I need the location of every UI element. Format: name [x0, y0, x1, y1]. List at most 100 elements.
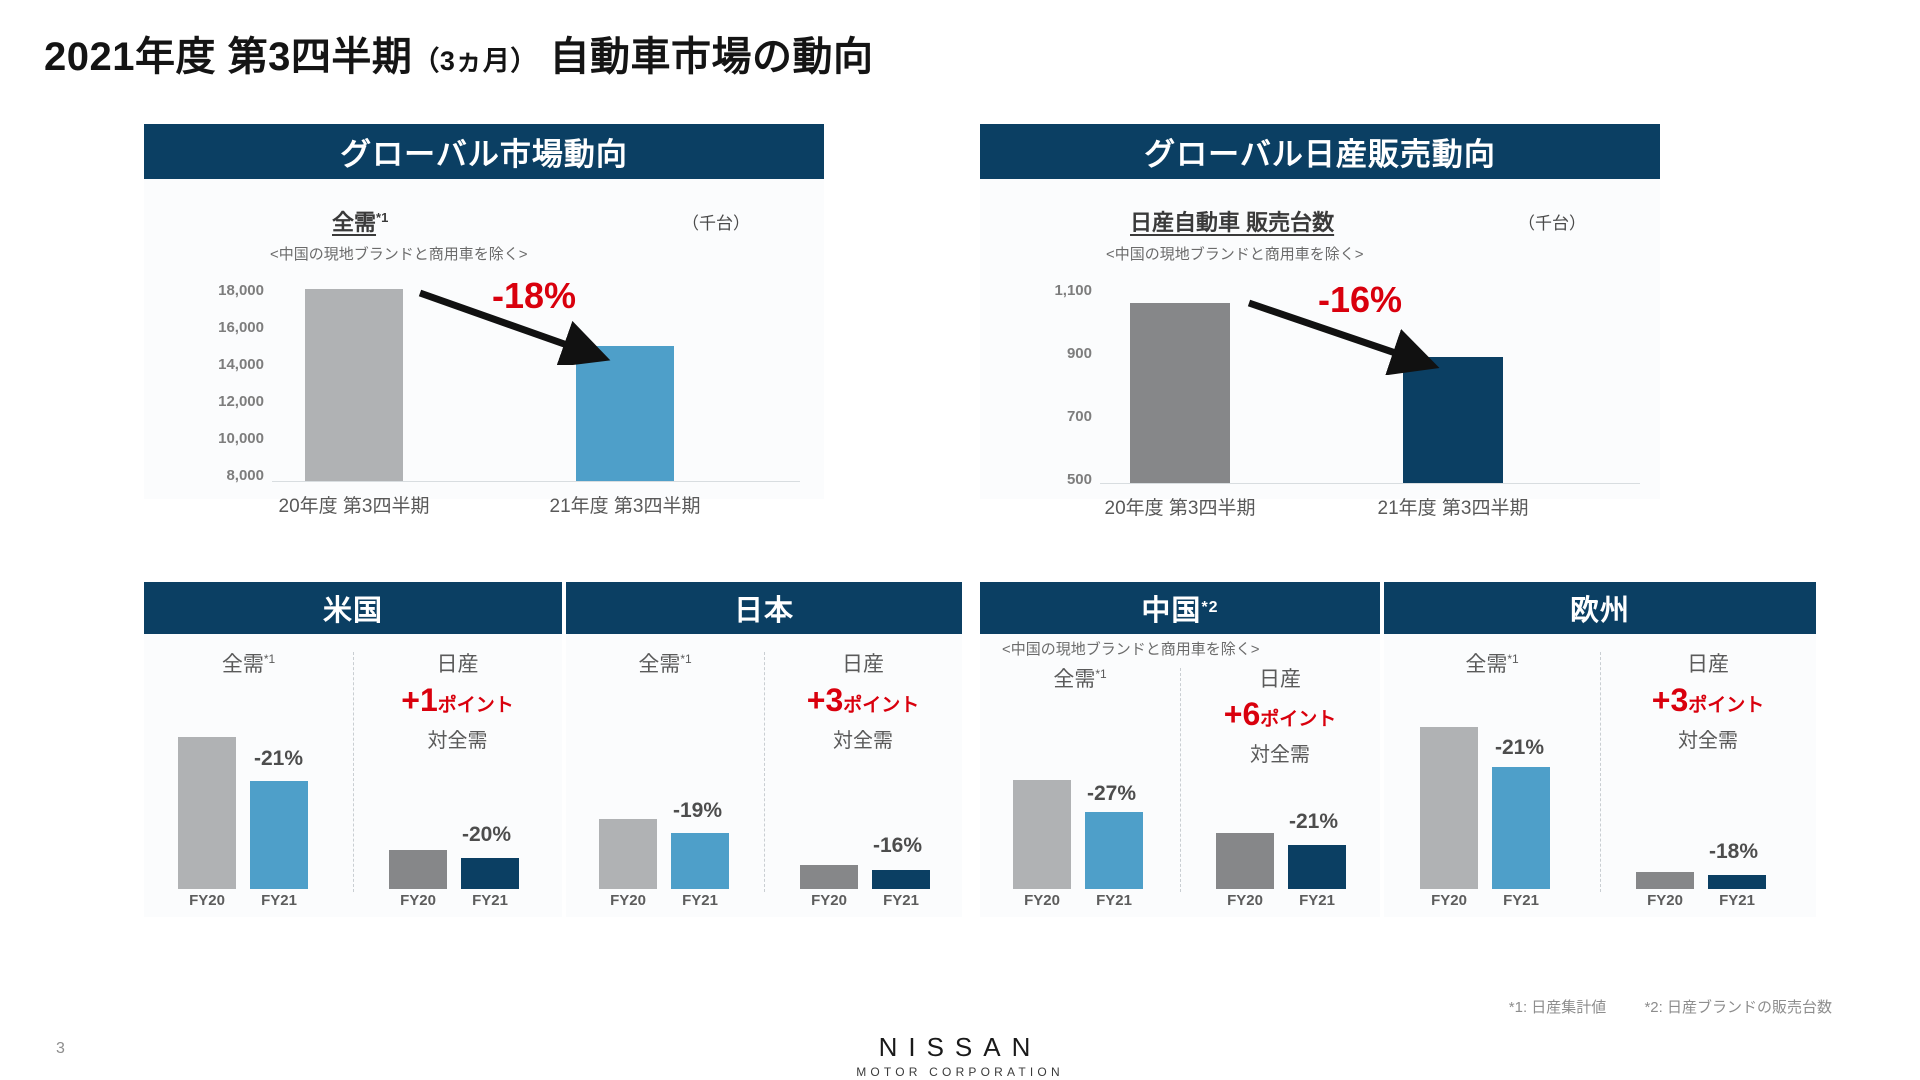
panel-region-japan: 日本 全需*1 -19% FY20 FY21 日産 +3ポイント 対全需 -16…: [566, 582, 962, 917]
global-nissan-delta: -16%: [1318, 279, 1403, 320]
fy-label-china-demand-fy21: FY21: [1096, 892, 1132, 909]
fy-label-japan-nissan-fy20: FY20: [811, 892, 847, 909]
region-china-nissan-title: 日産: [1259, 668, 1301, 691]
fy-label-europe-nissan-fy21: FY21: [1719, 892, 1755, 909]
decline-arrow-icon: [1247, 299, 1440, 375]
region-europe-header-text: 欧州: [1569, 595, 1630, 627]
cat-label-global-nissan-fy20: 20年度 第3四半期: [1104, 498, 1256, 519]
page-title-part1: 2021年度 第3四半期: [44, 35, 413, 79]
page-title-paren: （3ヵ月）: [412, 46, 538, 76]
y-tick-16000: 16,000: [218, 319, 264, 336]
global-market-unit-label: （千台）: [682, 214, 750, 233]
brand-name: NISSAN: [878, 1032, 1042, 1062]
global-market-baseline: [272, 481, 800, 482]
region-china-header-sup: *2: [1201, 599, 1219, 616]
region-us-point-unit: ポイント: [437, 695, 514, 716]
region-us-nissan-title: 日産: [436, 653, 479, 676]
region-japan-nissan-title: 日産: [842, 653, 884, 676]
bar-japan-demand-fy20: [599, 819, 657, 889]
region-china-point-num: +6: [1223, 696, 1261, 732]
global-nissan-unit-label: （千台）: [1518, 214, 1586, 233]
panel-global-market: グローバル市場動向 全需*1 （千台） <中国の現地ブランドと商用車を除く> 1…: [144, 124, 824, 517]
page-title: 2021年度 第3四半期（3ヵ月） 自動車市場の動向: [44, 24, 874, 82]
y-tick-18000: 18,000: [218, 282, 264, 299]
region-china-total-demand-title: 全需*1: [1053, 667, 1107, 691]
pct-europe-demand: -21%: [1495, 736, 1545, 759]
region-us-point-num: +1: [401, 682, 438, 718]
global-market-delta: -18%: [492, 275, 577, 316]
global-market-series-title: 全需*1: [332, 205, 388, 237]
y-tick-8000: 8,000: [226, 467, 264, 484]
panel-global-nissan-header: グローバル日産販売動向: [980, 124, 1660, 179]
panel-global-nissan: グローバル日産販売動向 日産自動車 販売台数 （千台） <中国の現地ブランドと商…: [980, 124, 1660, 519]
region-china-point-unit: ポイント: [1260, 709, 1337, 730]
pct-europe-nissan: -18%: [1709, 840, 1759, 863]
region-europe-total-demand-title: 全需*1: [1465, 652, 1519, 676]
fy-label-china-nissan-fy20: FY20: [1227, 892, 1263, 909]
bar-china-demand-fy21: [1085, 812, 1143, 889]
bar-us-nissan-fy20: [389, 850, 447, 889]
panel-region-europe-body: 全需*1 -21% FY20 FY21 日産 +3ポイント 対全需 -18% F…: [1384, 634, 1816, 917]
region-china-point-gain: +6ポイント: [1180, 696, 1380, 733]
region-china-divider: [1180, 668, 1181, 892]
region-japan-point-unit: ポイント: [843, 695, 920, 716]
panel-global-market-header: グローバル市場動向: [144, 124, 824, 179]
panel-region-europe: 欧州 全需*1 -21% FY20 FY21 日産 +3ポイント 対全需 -18…: [1384, 582, 1816, 917]
panel-region-china-body: <中国の現地ブランドと商用車を除く> 全需*1 -27% FY20 FY21 日…: [980, 634, 1380, 917]
bar-japan-demand-fy21: [671, 833, 729, 889]
region-europe-nissan-title: 日産: [1687, 653, 1729, 676]
pct-china-nissan: -21%: [1289, 810, 1339, 833]
fy-label-europe-demand-fy20: FY20: [1431, 892, 1467, 909]
pct-us-demand: -21%: [254, 747, 304, 770]
footnotes: *1: 日産集計値 *2: 日産ブランドの販売台数: [1509, 996, 1832, 1017]
pct-china-demand: -27%: [1087, 782, 1137, 805]
bar-europe-nissan-fy21: [1708, 875, 1766, 889]
fy-label-japan-demand-fy20: FY20: [610, 892, 646, 909]
bar-us-demand-fy20: [178, 737, 236, 889]
region-china-header-text: 中国: [1141, 595, 1202, 627]
region-europe-point-num: +3: [1651, 682, 1689, 718]
footnote-2: *2: 日産ブランドの販売台数: [1644, 999, 1832, 1016]
y-tick-10000: 10,000: [218, 430, 264, 447]
panel-region-europe-header: 欧州: [1384, 582, 1816, 634]
region-japan-header-text: 日本: [733, 595, 794, 627]
region-us-point-sub: 対全需: [427, 730, 488, 752]
fy-label-europe-demand-fy21: FY21: [1503, 892, 1539, 909]
region-japan-point-sub: 対全需: [833, 730, 893, 752]
fy-label-china-demand-fy20: FY20: [1024, 892, 1060, 909]
y-tick-700: 700: [1066, 408, 1092, 425]
region-china-point-sub: 対全需: [1250, 744, 1310, 766]
global-nissan-baseline: [1100, 483, 1640, 484]
region-japan-point-gain: +3ポイント: [764, 682, 962, 719]
y-tick-500: 500: [1066, 471, 1092, 488]
region-us-point-gain: +1ポイント: [353, 682, 562, 719]
fy-label-us-nissan-fy21: FY21: [472, 892, 508, 909]
region-us-total-demand-title: 全需*1: [221, 652, 276, 676]
bar-europe-nissan-fy20: [1636, 872, 1694, 889]
panel-global-market-body: 全需*1 （千台） <中国の現地ブランドと商用車を除く> 18,000 16,0…: [144, 179, 824, 517]
nissan-logo: NISSAN MOTOR CORPORATION: [0, 1032, 1920, 1079]
bar-us-nissan-fy21: [461, 858, 519, 889]
fy-label-us-nissan-fy20: FY20: [400, 892, 436, 909]
page-title-part2: 自動車市場の動向: [549, 35, 874, 79]
cat-label-global-market-fy20: 20年度 第3四半期: [278, 496, 430, 517]
fy-label-japan-nissan-fy21: FY21: [883, 892, 919, 909]
footnote-1: *1: 日産集計値: [1508, 999, 1607, 1016]
panel-region-china-header: 中国 *2: [980, 582, 1380, 634]
decline-arrow-icon: [418, 289, 611, 365]
region-europe-point-sub: 対全需: [1678, 730, 1738, 752]
bar-europe-demand-fy20: [1420, 727, 1478, 889]
region-us-header-text: 米国: [322, 595, 383, 627]
panel-region-japan-header: 日本: [566, 582, 962, 634]
global-nissan-exclusion-note: <中国の現地ブランドと商用車を除く>: [1106, 246, 1364, 263]
panel-region-us: 米国 全需*1 -21% FY20 FY21 日産 +1ポイント 対全需 -20…: [144, 582, 562, 917]
global-market-exclusion-note: <中国の現地ブランドと商用車を除く>: [270, 246, 528, 263]
fy-label-us-demand-fy21: FY21: [261, 892, 297, 909]
fy-label-china-nissan-fy21: FY21: [1299, 892, 1335, 909]
y-tick-14000: 14,000: [218, 356, 264, 373]
y-tick-12000: 12,000: [218, 393, 264, 410]
pct-us-nissan: -20%: [462, 823, 512, 846]
bar-global-market-fy20: [305, 289, 403, 481]
bar-global-nissan-fy21: [1403, 357, 1503, 483]
pct-japan-demand: -19%: [673, 799, 723, 822]
